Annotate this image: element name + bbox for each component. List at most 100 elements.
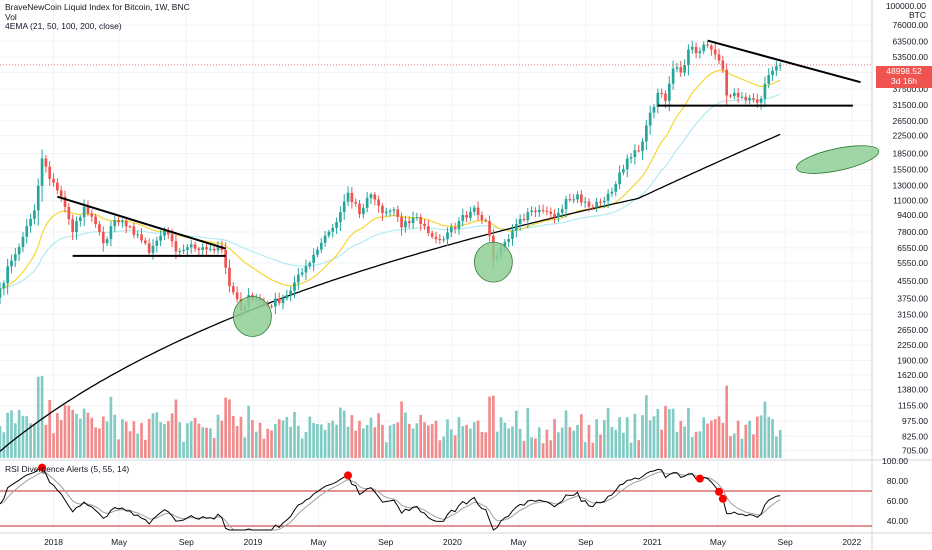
- volume-bar: [105, 421, 109, 458]
- candle-body: [212, 248, 216, 251]
- volume-bar: [369, 417, 373, 458]
- volume-bar: [319, 424, 323, 458]
- volume-bar: [377, 413, 380, 458]
- vol-legend[interactable]: Vol: [5, 11, 17, 22]
- volume-bar: [98, 428, 101, 458]
- symbol-title[interactable]: BraveNewCoin Liquid Index for Bitcoin, 1…: [5, 2, 190, 12]
- candle-body: [549, 211, 553, 214]
- time-tick-label: May: [710, 537, 727, 547]
- volume-bar: [262, 438, 266, 458]
- price-tick-label: 7800.00: [897, 227, 928, 237]
- candle-body: [228, 267, 231, 287]
- candle-body: [159, 235, 162, 241]
- candle-body: [182, 249, 185, 252]
- volume-bar: [71, 409, 75, 458]
- triangle-2018-upper: [57, 195, 226, 250]
- rsi-pane: [0, 463, 872, 531]
- time-tick-label: May: [111, 537, 128, 547]
- volume-bar: [339, 407, 342, 458]
- volume-bar: [6, 412, 9, 458]
- volume-bar: [576, 424, 579, 458]
- volume-bar: [117, 439, 120, 458]
- volume-bar: [312, 422, 315, 458]
- candle-body: [488, 221, 491, 236]
- candle-body: [155, 240, 159, 246]
- volume-bar: [534, 438, 537, 458]
- candle-body: [281, 298, 285, 304]
- candle-body: [71, 219, 75, 233]
- candle-body: [641, 141, 644, 152]
- volume-bar: [331, 420, 335, 458]
- candle-body: [308, 262, 312, 267]
- volume-bar: [622, 432, 625, 458]
- volume-bar: [56, 413, 59, 458]
- price-tick-label: 22500.00: [893, 131, 929, 141]
- candle-body: [36, 185, 40, 211]
- volume-bar: [17, 410, 21, 458]
- candle-body: [690, 46, 694, 50]
- candle-body: [721, 60, 725, 70]
- trend-annotations: [57, 39, 880, 337]
- candle-body: [427, 226, 430, 234]
- volume-bar: [308, 416, 312, 458]
- volume-bar: [549, 440, 553, 458]
- volume-bar: [86, 412, 90, 458]
- volume-bar: [220, 420, 224, 458]
- volume-bar: [29, 423, 32, 458]
- time-tick-label: Sep: [578, 537, 593, 547]
- rsi-legend[interactable]: RSI Divergence Alerts (5, 55, 14): [5, 464, 130, 474]
- volume-bar: [212, 437, 216, 458]
- candle-body: [86, 206, 90, 214]
- volume-bar: [469, 428, 472, 458]
- volume-bar: [411, 428, 415, 458]
- candle-body: [434, 236, 438, 240]
- candle-body: [289, 290, 293, 296]
- volume-bar: [36, 376, 40, 458]
- candle-body: [377, 199, 380, 206]
- ema-legend[interactable]: 4EMA (21, 50, 100, 200, close): [5, 21, 122, 32]
- price-tick-label: 26500.00: [893, 116, 929, 126]
- candle-body: [442, 239, 445, 241]
- candle-body: [270, 306, 273, 308]
- volume-bar: [587, 424, 591, 458]
- candle-body: [75, 220, 78, 233]
- price-tick-label: 2650.00: [897, 325, 928, 335]
- volume-bar: [323, 429, 327, 458]
- volume-bar: [679, 420, 683, 458]
- volume-bar: [595, 419, 598, 458]
- chart-legend: BraveNewCoin Liquid Index for Bitcoin, 1…: [5, 2, 190, 32]
- candle-body: [216, 245, 220, 251]
- candle-body: [763, 83, 767, 99]
- bar-countdown: 3d 16h: [891, 76, 917, 86]
- volume-bar: [174, 399, 178, 458]
- volume-bar: [675, 431, 679, 458]
- volume-bar: [583, 442, 587, 458]
- volume-bar: [327, 422, 331, 458]
- volume-bar: [579, 414, 583, 458]
- volume-bar: [625, 417, 629, 458]
- volume-bar: [361, 428, 365, 458]
- volume-bar: [285, 417, 289, 458]
- candle-body: [231, 286, 235, 293]
- volume-bar: [744, 424, 748, 458]
- candle-body: [13, 254, 17, 261]
- volume-bar: [656, 409, 660, 458]
- volume-bar: [522, 440, 526, 458]
- support-ellipse: [796, 145, 880, 174]
- candle-body: [300, 272, 304, 275]
- candle-body: [449, 227, 453, 233]
- ema-lines: [0, 69, 781, 452]
- candle-body: [683, 65, 686, 73]
- candle-body: [335, 222, 338, 228]
- volume-bar: [553, 419, 556, 458]
- volume-bar: [186, 423, 189, 458]
- volume-bar: [641, 415, 644, 458]
- support-ellipse: [473, 241, 513, 283]
- volume-bar: [243, 437, 247, 458]
- volume-bar: [124, 421, 128, 458]
- volume-bar: [52, 433, 55, 458]
- candle-body: [121, 220, 124, 223]
- rsi-alert-dot: [344, 471, 353, 480]
- candle-body: [564, 199, 568, 210]
